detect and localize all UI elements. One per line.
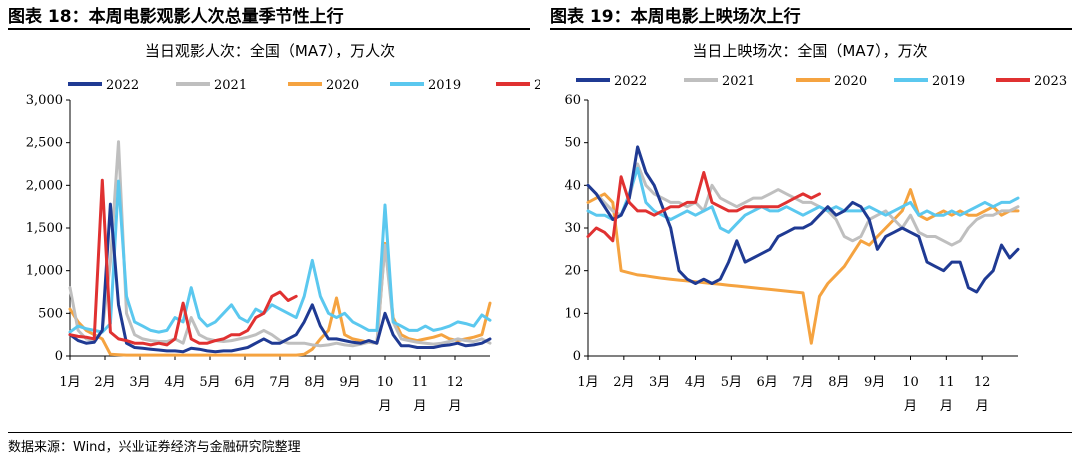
- series-line-2019: [586, 166, 1020, 234]
- series-line-2023: [68, 178, 298, 347]
- legend-label-2022: 2022: [106, 78, 139, 93]
- x-tick-label: 4月: [685, 375, 706, 390]
- y-tick-label: 0: [573, 349, 581, 364]
- x-tick-label: 6月: [757, 375, 778, 390]
- left-title-rule: [8, 28, 530, 30]
- x-tick-label: 3月: [129, 375, 150, 390]
- legend-label-2023: 2023: [1034, 74, 1067, 89]
- x-tick-label: 8月: [304, 375, 325, 390]
- legend-label-2021: 2021: [722, 74, 755, 89]
- x-tick-label: 11 月: [412, 375, 429, 414]
- x-tick-label: 6月: [234, 375, 255, 390]
- x-tick-label: 2月: [613, 375, 634, 390]
- right-figure-title: 图表 19：本周电影上映场次上行: [550, 7, 801, 27]
- series-line-2020: [68, 241, 492, 357]
- legend-label-2021: 2021: [214, 78, 247, 93]
- y-tick-label: 60: [564, 93, 581, 108]
- series-line-2022: [586, 145, 1020, 294]
- chart-title: 当日上映场次：全国（MA7），万次: [692, 42, 927, 60]
- series-line-2023: [586, 171, 821, 243]
- x-tick-label: 2月: [94, 375, 115, 390]
- y-tick-label: 3,000: [26, 93, 63, 108]
- legend-label-2022: 2022: [614, 74, 647, 89]
- legend-label-2020: 2020: [834, 74, 867, 89]
- y-tick-label: 2,000: [26, 178, 63, 193]
- source-note: 数据来源：Wind，兴业证券经济与金融研究院整理: [8, 440, 301, 455]
- left-figure-title: 图表 18：本周电影观影人次总量季节性上行: [8, 7, 344, 27]
- x-tick-label: 12 月: [974, 375, 991, 414]
- x-tick-label: 5月: [721, 375, 742, 390]
- right-title-rule: [550, 28, 1072, 30]
- y-tick-label: 500: [38, 306, 63, 321]
- y-tick-label: 1,500: [26, 221, 63, 236]
- legend-label-2023: 2023: [534, 78, 540, 93]
- legend-label-2019: 2019: [932, 74, 965, 89]
- y-tick-label: 2,500: [26, 136, 63, 151]
- x-tick-label: 1月: [577, 375, 598, 390]
- x-tick-label: 5月: [199, 375, 220, 390]
- x-tick-label: 9月: [339, 375, 360, 390]
- y-tick-label: 30: [564, 221, 581, 236]
- x-tick-label: 3月: [649, 375, 670, 390]
- x-tick-label: 11 月: [938, 375, 955, 414]
- y-tick-label: 10: [564, 306, 581, 321]
- x-tick-label: 8月: [828, 375, 849, 390]
- y-tick-label: 1,000: [26, 264, 63, 279]
- chart-title: 当日观影人次：全国（MA7），万人次: [145, 42, 395, 60]
- x-tick-label: 1月: [59, 375, 80, 390]
- legend-label-2020: 2020: [326, 78, 359, 93]
- series-line-2022: [68, 202, 492, 354]
- x-tick-label: 12 月: [447, 375, 464, 414]
- y-tick-label: 0: [55, 349, 63, 364]
- x-tick-label: 10 月: [377, 375, 394, 414]
- x-tick-label: 9月: [864, 375, 885, 390]
- legend-label-2019: 2019: [428, 78, 461, 93]
- audience-chart: 当日观影人次：全国（MA7），万人次 2022 2021 2020 2019 2023 0 5…: [26, 42, 540, 414]
- series-line-2021: [68, 140, 492, 348]
- x-tick-label: 7月: [792, 375, 813, 390]
- x-tick-label: 10 月: [902, 375, 919, 414]
- y-tick-label: 40: [564, 178, 581, 193]
- source-rule: [8, 432, 1072, 433]
- x-tick-label: 7月: [269, 375, 290, 390]
- series-line-2019: [68, 179, 492, 334]
- y-tick-label: 20: [564, 264, 581, 279]
- x-tick-label: 4月: [164, 375, 185, 390]
- y-tick-label: 50: [564, 136, 581, 151]
- series-line-2021: [586, 162, 1020, 247]
- screenings-chart: 当日上映场次：全国（MA7），万次 2022 2021 2020 2019 2023 0 10…: [564, 42, 1067, 414]
